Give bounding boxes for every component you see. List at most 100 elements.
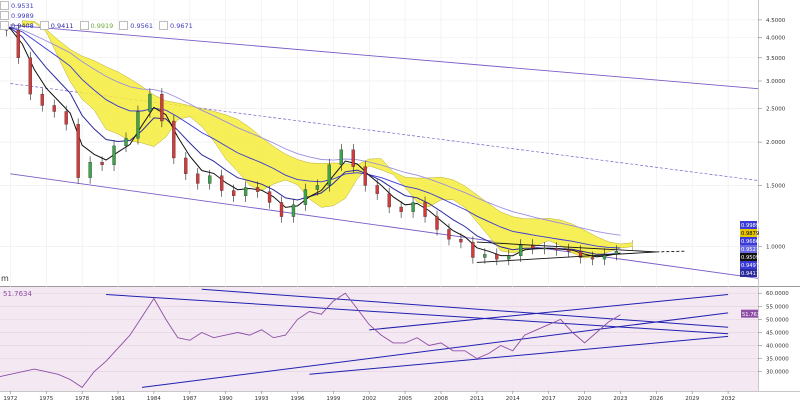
candle-body bbox=[279, 202, 284, 217]
legend-value: 0.9919 bbox=[90, 21, 114, 30]
legend-value: 0.9408 bbox=[11, 21, 34, 30]
x-tick-label: 1996 bbox=[290, 396, 304, 402]
candle-body bbox=[554, 247, 559, 250]
legend-value: 0.9531 bbox=[11, 1, 34, 10]
legend-checkbox[interactable] bbox=[0, 21, 9, 30]
channel-upper-line bbox=[10, 24, 759, 90]
candle-body bbox=[28, 57, 32, 95]
candle-body bbox=[327, 164, 331, 186]
rsi-tick-label: 45.0000 bbox=[766, 330, 789, 336]
rsi-tag-label: 51.7634 bbox=[742, 312, 764, 318]
rsi-readout: 51.7634 bbox=[3, 290, 32, 298]
candle-body bbox=[136, 111, 140, 139]
triangle-pattern bbox=[476, 241, 687, 263]
slow-ma-line bbox=[0, 26, 621, 236]
legend-checkbox[interactable] bbox=[0, 11, 9, 20]
x-tick-label: 2017 bbox=[542, 396, 556, 402]
candle-body bbox=[519, 244, 523, 257]
legend-checkbox[interactable] bbox=[0, 1, 9, 10]
rsi-value-tag: 51.7634 bbox=[741, 309, 764, 318]
legend-checkbox[interactable] bbox=[119, 21, 129, 30]
rsi-tag-box bbox=[741, 309, 758, 318]
legend-checkbox[interactable] bbox=[159, 21, 168, 30]
rsi-line bbox=[0, 292, 621, 389]
x-tick-label: 2008 bbox=[434, 396, 448, 402]
price-tag-box bbox=[740, 245, 757, 253]
price-tag-box bbox=[740, 253, 757, 261]
candle-body bbox=[578, 250, 583, 258]
rsi-trendline bbox=[201, 288, 729, 328]
legend-checkbox[interactable] bbox=[79, 21, 89, 30]
candle-body bbox=[16, 30, 20, 58]
candle-body bbox=[255, 187, 260, 192]
price-tag-box bbox=[740, 221, 757, 229]
candle-body bbox=[172, 120, 176, 159]
candle-body bbox=[411, 202, 415, 212]
price-tick-label: 2.0000 bbox=[766, 140, 786, 146]
legend-row: 0.9408 0.9411 0.9919 0.9561 0.9671 bbox=[0, 21, 199, 30]
candle-body bbox=[543, 247, 547, 250]
price-tick-label: 1.5000 bbox=[766, 183, 786, 189]
candle-body bbox=[100, 162, 104, 165]
price-tick-label: 4.5000 bbox=[766, 18, 786, 24]
price-tag-label: 0.9989 bbox=[741, 223, 759, 229]
candle-body bbox=[52, 105, 56, 112]
candle-body bbox=[471, 241, 475, 258]
rsi-tick-label: 35.0000 bbox=[766, 357, 789, 363]
x-tick-label: 2026 bbox=[649, 396, 663, 402]
price-tick-label: 2.5000 bbox=[766, 106, 786, 112]
x-tick-label: 2011 bbox=[470, 396, 484, 402]
rsi-trendline bbox=[369, 294, 729, 331]
candle-body bbox=[459, 239, 463, 243]
rsi-trendline bbox=[141, 312, 729, 388]
candle-body bbox=[76, 124, 80, 178]
candle-body bbox=[399, 206, 403, 212]
candle-body bbox=[267, 191, 272, 203]
x-tick-label: 1993 bbox=[255, 396, 269, 402]
legend-value: 0.9411 bbox=[50, 21, 74, 30]
x-tick-label: 2005 bbox=[398, 396, 412, 402]
price-tag-label: 0.9497 bbox=[741, 263, 759, 269]
rsi-tick-label: 55.0000 bbox=[766, 304, 789, 310]
rsi-trendline bbox=[309, 335, 729, 375]
price-tag-label: 0.9411 bbox=[741, 271, 759, 277]
rsi-tick-label: 50.0000 bbox=[766, 317, 789, 323]
candle-body bbox=[232, 190, 236, 196]
legend-checkbox[interactable] bbox=[39, 21, 49, 30]
price-tag-label: 0.9879 bbox=[741, 231, 759, 237]
rsi-tick-label: 30.0000 bbox=[766, 370, 789, 376]
candle-body bbox=[112, 145, 116, 165]
candles bbox=[4, 20, 619, 266]
price-tag-label: 0.9521 bbox=[741, 247, 759, 253]
legend-value: 0.9989 bbox=[11, 11, 34, 20]
rsi-trendline bbox=[106, 294, 729, 335]
candle-body bbox=[483, 254, 487, 258]
candle-body bbox=[590, 257, 595, 260]
candle-body bbox=[196, 173, 200, 184]
candle-body bbox=[148, 93, 152, 112]
x-tick-label: 1999 bbox=[326, 396, 340, 402]
price-tags: 0.9989 0.9879 0.9686 0.9521 0.9509 0.9497 0.94… bbox=[740, 221, 759, 277]
rsi-tick-label: 60.0000 bbox=[766, 291, 789, 297]
candle-body bbox=[291, 204, 296, 217]
candle-body bbox=[124, 138, 128, 147]
triangle-lower-line bbox=[476, 251, 657, 263]
x-tick-label: 1972 bbox=[3, 396, 17, 402]
price-tag-box bbox=[740, 261, 757, 269]
candle-body bbox=[208, 175, 212, 184]
candle-body bbox=[375, 185, 379, 194]
candle-body bbox=[423, 202, 427, 217]
x-tick-label: 1984 bbox=[147, 396, 161, 402]
candle-body bbox=[447, 229, 451, 240]
indicator-lines bbox=[0, 26, 621, 258]
candle-body bbox=[351, 149, 355, 167]
x-tick-label: 2023 bbox=[613, 396, 627, 402]
candle-body bbox=[315, 185, 320, 190]
price-tick-label: 3.5000 bbox=[766, 56, 786, 62]
candle-body bbox=[64, 111, 68, 125]
x-tick-label: 1990 bbox=[219, 396, 233, 402]
x-tick-label: 1987 bbox=[183, 396, 197, 402]
price-tag-label: 0.9509 bbox=[741, 255, 759, 261]
